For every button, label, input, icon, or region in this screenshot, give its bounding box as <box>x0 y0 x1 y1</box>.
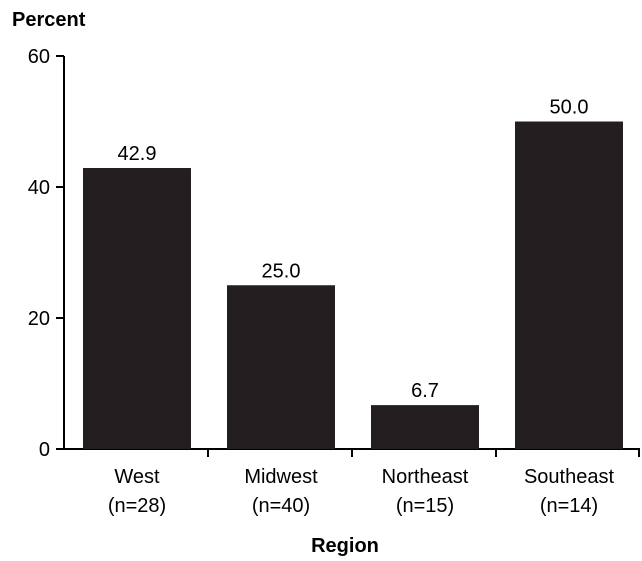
x-category-label: Midwest <box>244 466 318 488</box>
y-tick-label: 40 <box>28 177 50 199</box>
x-category-sample-size: (n=15) <box>396 495 454 517</box>
x-axis-title: Region <box>311 535 379 557</box>
bar <box>371 405 479 449</box>
bar-value-label: 25.0 <box>262 260 301 282</box>
x-category-sample-size: (n=28) <box>108 495 166 517</box>
x-category-label: Northeast <box>382 466 469 488</box>
y-tick-label: 60 <box>28 46 50 68</box>
y-axis-title: Percent <box>12 9 86 31</box>
category-labels: West (n=28) Midwest (n=40) Northeast (n=15) So… <box>108 466 615 517</box>
bar <box>83 168 191 449</box>
y-tick-label: 0 <box>39 439 50 461</box>
y-tick-label: 20 <box>28 308 50 330</box>
bar <box>227 285 335 449</box>
value-labels: 42.9 25.0 6.7 50.0 <box>118 97 589 403</box>
bar <box>515 121 623 449</box>
y-axis: 0 20 40 60 <box>28 46 65 461</box>
x-category-label: Southeast <box>524 466 615 488</box>
bar-value-label: 50.0 <box>550 97 589 119</box>
bars <box>83 121 623 449</box>
bar-value-label: 42.9 <box>118 143 157 165</box>
bar-value-label: 6.7 <box>411 380 439 402</box>
x-axis <box>64 448 640 457</box>
x-category-label: West <box>114 466 160 488</box>
x-category-sample-size: (n=14) <box>540 495 598 517</box>
x-category-sample-size: (n=40) <box>252 495 310 517</box>
